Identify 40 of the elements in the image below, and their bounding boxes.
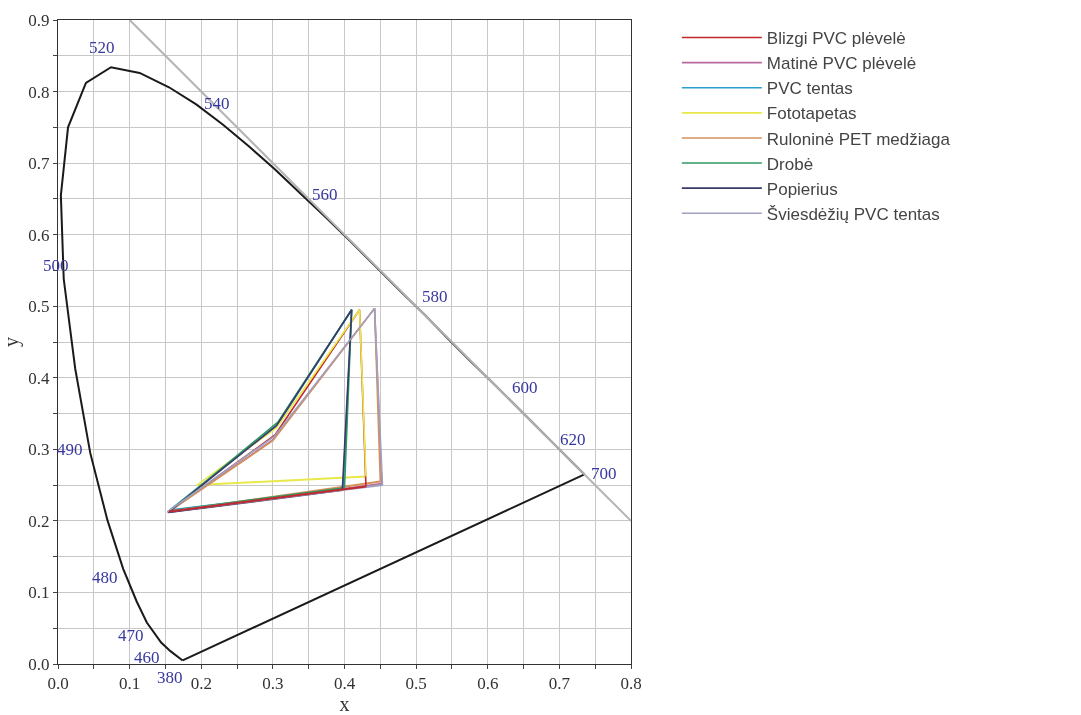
y-tick-label: 0.8 bbox=[28, 82, 50, 102]
x-tick-label: 0.1 bbox=[119, 674, 141, 694]
y-tick-label: 0.7 bbox=[28, 154, 51, 174]
x-tick-label: 0.6 bbox=[477, 674, 499, 694]
legend-label: Matinė PVC plėvelė bbox=[766, 54, 917, 74]
annotation: 560 bbox=[312, 185, 338, 204]
annotation: 600 bbox=[512, 378, 538, 397]
annotation: 380 bbox=[157, 668, 183, 687]
annotation: 580 bbox=[422, 287, 448, 306]
annotation: 470 bbox=[118, 626, 144, 645]
annotation: 520 bbox=[89, 38, 115, 57]
annotation: 620 bbox=[560, 430, 586, 449]
x-tick-label: 0.5 bbox=[405, 674, 427, 694]
x-tick-label: 0.4 bbox=[333, 674, 356, 694]
legend-label: Blizgi PVC plėvelė bbox=[766, 29, 906, 49]
x-tick-label: 0.7 bbox=[548, 674, 571, 694]
y-tick-label: 0.5 bbox=[28, 297, 50, 317]
legend-label: Fototapetas bbox=[766, 104, 857, 124]
x-tick-label: 0.2 bbox=[190, 674, 212, 694]
annotation: 460 bbox=[134, 648, 160, 667]
y-tick-label: 0.3 bbox=[28, 440, 50, 460]
x-tick-label: 0.8 bbox=[620, 674, 642, 694]
legend-label: Popierius bbox=[766, 179, 838, 199]
annotation: 700 bbox=[591, 464, 617, 483]
y-tick-label: 0.6 bbox=[28, 225, 50, 245]
x-tick-label: 0.3 bbox=[262, 674, 284, 694]
legend-label: Ruloninė PET medžiaga bbox=[766, 129, 951, 149]
legend-label: PVC tentas bbox=[766, 79, 853, 99]
y-tick-label: 0.2 bbox=[28, 511, 50, 531]
y-tick-label: 0.4 bbox=[28, 368, 51, 388]
annotation: 540 bbox=[204, 94, 230, 113]
annotation: 480 bbox=[92, 568, 118, 587]
legend-label: Šviesdėžių PVC tentas bbox=[766, 204, 940, 224]
x-tick-label: 0.0 bbox=[47, 674, 69, 694]
y-axis-title: y bbox=[0, 337, 23, 347]
legend-label: Drobė bbox=[766, 154, 814, 174]
x-axis-title: x bbox=[339, 693, 350, 715]
y-tick-label: 0.1 bbox=[28, 583, 50, 603]
y-tick-label: 0.9 bbox=[28, 10, 50, 30]
y-tick-label: 0.0 bbox=[28, 654, 50, 674]
